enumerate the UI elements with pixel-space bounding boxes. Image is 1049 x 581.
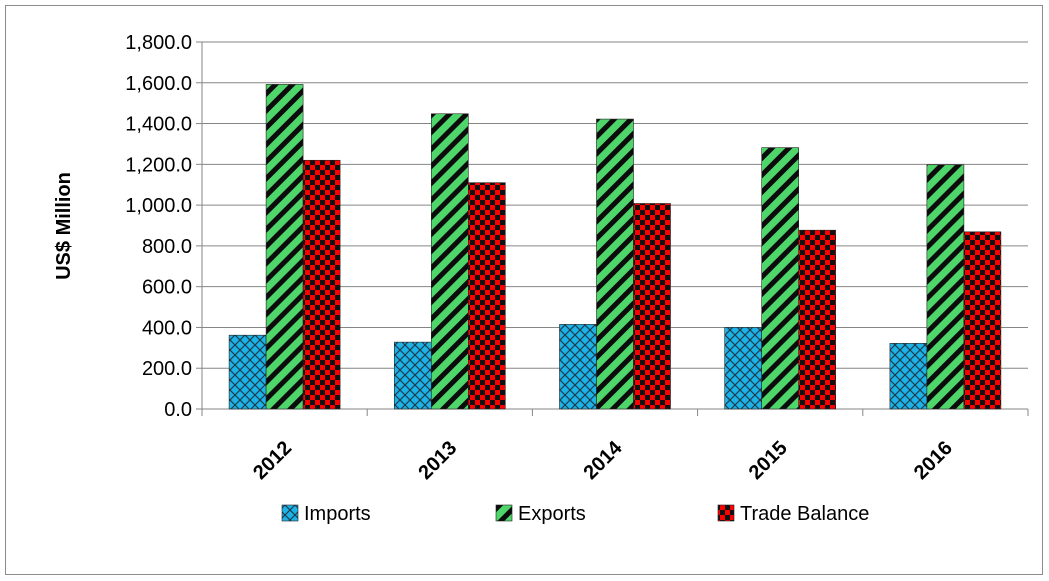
y-tick-label: 400.0 bbox=[142, 317, 192, 339]
bar-imports-2015 bbox=[724, 327, 763, 410]
y-tick-label: 1,400.0 bbox=[125, 114, 192, 136]
x-tick-label: 2012 bbox=[249, 437, 296, 484]
legend-swatch bbox=[495, 504, 513, 522]
x-tick-label: 2015 bbox=[745, 437, 792, 484]
x-tick-label: 2014 bbox=[580, 436, 628, 484]
legend: Imports Exports Trade Balance bbox=[281, 503, 869, 525]
legend-label: Trade Balance bbox=[740, 503, 869, 525]
chart-frame bbox=[5, 5, 1043, 575]
bar-exports-2013 bbox=[430, 113, 469, 410]
legend-label: Imports bbox=[304, 503, 371, 525]
y-tick-label: 1,800.0 bbox=[125, 32, 192, 54]
y-tick-label: 600.0 bbox=[142, 277, 192, 299]
x-axis-ticks: 2012 2013 2014 2015 2016 bbox=[249, 436, 957, 484]
y-tick-label: 200.0 bbox=[142, 358, 192, 380]
bar-trade-balance-2014 bbox=[633, 203, 671, 410]
x-tick-label: 2016 bbox=[910, 437, 957, 484]
bar-imports-2013 bbox=[393, 341, 432, 410]
y-tick-label: 0.0 bbox=[164, 399, 192, 421]
bar-imports-2014 bbox=[559, 324, 597, 410]
legend-label: Exports bbox=[518, 503, 586, 525]
y-axis-ticks: 0.0 200.0 400.0 600.0 800.0 1,000.0 1,200.0 1,4… bbox=[125, 32, 192, 421]
bar-trade-balance-2016 bbox=[963, 231, 1002, 410]
y-tick-label: 1,000.0 bbox=[125, 195, 192, 217]
legend-swatch bbox=[717, 504, 735, 522]
bar-imports-2012 bbox=[228, 334, 267, 410]
bar-exports-2014 bbox=[596, 118, 634, 410]
x-tick-label: 2013 bbox=[414, 437, 461, 484]
bar-imports-2016 bbox=[889, 343, 928, 410]
y-tick-label: 800.0 bbox=[142, 236, 192, 258]
y-axis-title: US$ Million bbox=[53, 172, 75, 280]
bar-trade-balance-2013 bbox=[467, 182, 506, 410]
y-tick-label: 1,200.0 bbox=[125, 154, 192, 176]
bar-trade-balance-2015 bbox=[798, 229, 837, 410]
legend-swatch bbox=[281, 504, 299, 522]
bar-exports-2016 bbox=[926, 164, 965, 410]
bars bbox=[228, 84, 1002, 410]
bar-exports-2012 bbox=[265, 84, 304, 410]
bar-trade-balance-2012 bbox=[302, 159, 341, 410]
bar-exports-2015 bbox=[761, 147, 800, 410]
y-tick-label: 1,600.0 bbox=[125, 73, 192, 95]
